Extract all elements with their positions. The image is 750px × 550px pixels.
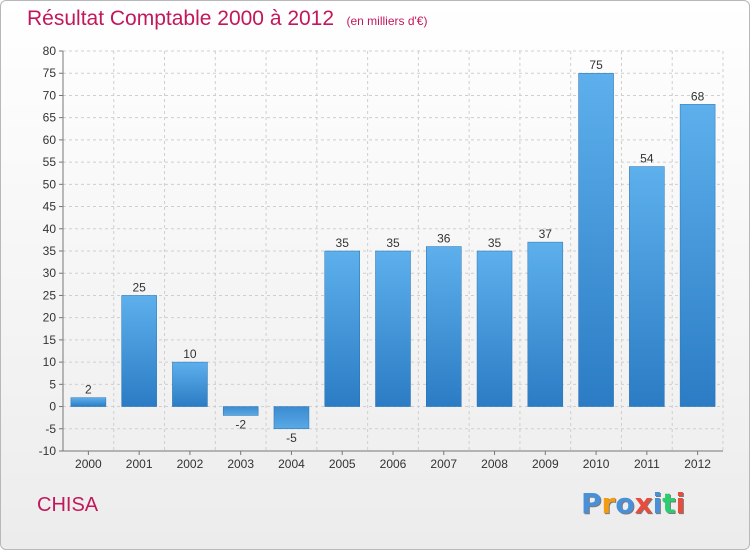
bar-value-label: -2 — [235, 417, 246, 431]
bar-value-label: 54 — [640, 152, 654, 166]
bar-2004 — [273, 406, 310, 430]
x-tick-label: 2012 — [684, 457, 711, 471]
x-tick-label: 2007 — [430, 457, 457, 471]
bar-2012 — [679, 104, 716, 407]
y-tick-label: 35 — [43, 244, 57, 258]
y-tick-label: 10 — [43, 355, 57, 369]
y-tick-label: -5 — [45, 422, 56, 436]
y-tick-label: 60 — [43, 133, 57, 147]
y-tick-label: 50 — [43, 177, 57, 191]
bar-value-label: 37 — [539, 227, 553, 241]
y-tick-label: 40 — [43, 222, 57, 236]
y-tick-label: 80 — [43, 44, 57, 58]
bar-2006 — [375, 250, 411, 407]
bar-2003 — [222, 406, 259, 416]
x-tick-label: 2004 — [278, 457, 305, 471]
chart-header: Résultat Comptable 2000 à 2012 (en milli… — [27, 7, 427, 31]
logo-letter: r — [601, 487, 616, 520]
logo-letter: x — [634, 487, 653, 520]
y-tick-label: 75 — [43, 66, 57, 80]
y-tick-label: 65 — [43, 111, 57, 125]
bar-value-label: 35 — [386, 236, 400, 250]
x-tick-label: 2000 — [75, 457, 102, 471]
y-tick-label: 15 — [43, 333, 57, 347]
x-tick-label: 2002 — [177, 457, 204, 471]
x-tick-label: 2006 — [380, 457, 407, 471]
commune-name: CHISA — [37, 494, 99, 516]
logo-letter: i — [675, 487, 686, 520]
x-tick-label: 2010 — [583, 457, 610, 471]
logo-letter: P — [581, 487, 602, 520]
bar-2005 — [324, 250, 360, 407]
bar-2001 — [121, 295, 157, 407]
bar-value-label: 25 — [132, 280, 146, 294]
bar-2008 — [476, 250, 513, 407]
bar-value-label: 36 — [437, 232, 451, 246]
chart-subtitle: (en milliers d'€) — [346, 14, 428, 28]
y-tick-label: 5 — [49, 377, 56, 391]
x-tick-label: 2005 — [329, 457, 356, 471]
x-tick-label: 2011 — [634, 457, 660, 471]
x-tick-label: 2003 — [227, 457, 254, 471]
logo-letter: o — [615, 487, 635, 520]
y-tick-label: 0 — [49, 400, 56, 414]
y-tick-label: 45 — [43, 200, 57, 214]
y-tick-label: 30 — [43, 266, 57, 280]
bar-2011 — [629, 166, 665, 407]
y-tick-label: 20 — [43, 311, 57, 325]
y-tick-label: 55 — [43, 155, 57, 169]
x-tick-label: 2008 — [481, 457, 508, 471]
x-tick-label: 2009 — [532, 457, 559, 471]
y-tick-label: -10 — [39, 444, 57, 458]
y-tick-label: 70 — [43, 88, 57, 102]
bar-2007 — [426, 246, 462, 407]
proxiti-logo: Proxiti — [581, 487, 685, 520]
bar-2009 — [527, 241, 564, 407]
logo-letter: i — [652, 487, 663, 520]
bar-2010 — [578, 72, 614, 407]
logo-letter: t — [662, 487, 676, 520]
bar-value-label: 35 — [488, 236, 502, 250]
bar-2002 — [172, 361, 208, 407]
bar-2000 — [70, 397, 107, 407]
y-tick-label: 25 — [43, 288, 57, 302]
bar-value-label: 68 — [691, 89, 705, 103]
bar-value-label: 75 — [589, 58, 603, 72]
bar-value-label: 35 — [336, 236, 350, 250]
bar-value-label: 2 — [85, 383, 92, 397]
bar-value-label: -5 — [286, 431, 297, 445]
x-tick-label: 2001 — [126, 457, 153, 471]
chart-title: Résultat Comptable 2000 à 2012 — [27, 7, 335, 30]
bar-value-label: 10 — [183, 347, 197, 361]
